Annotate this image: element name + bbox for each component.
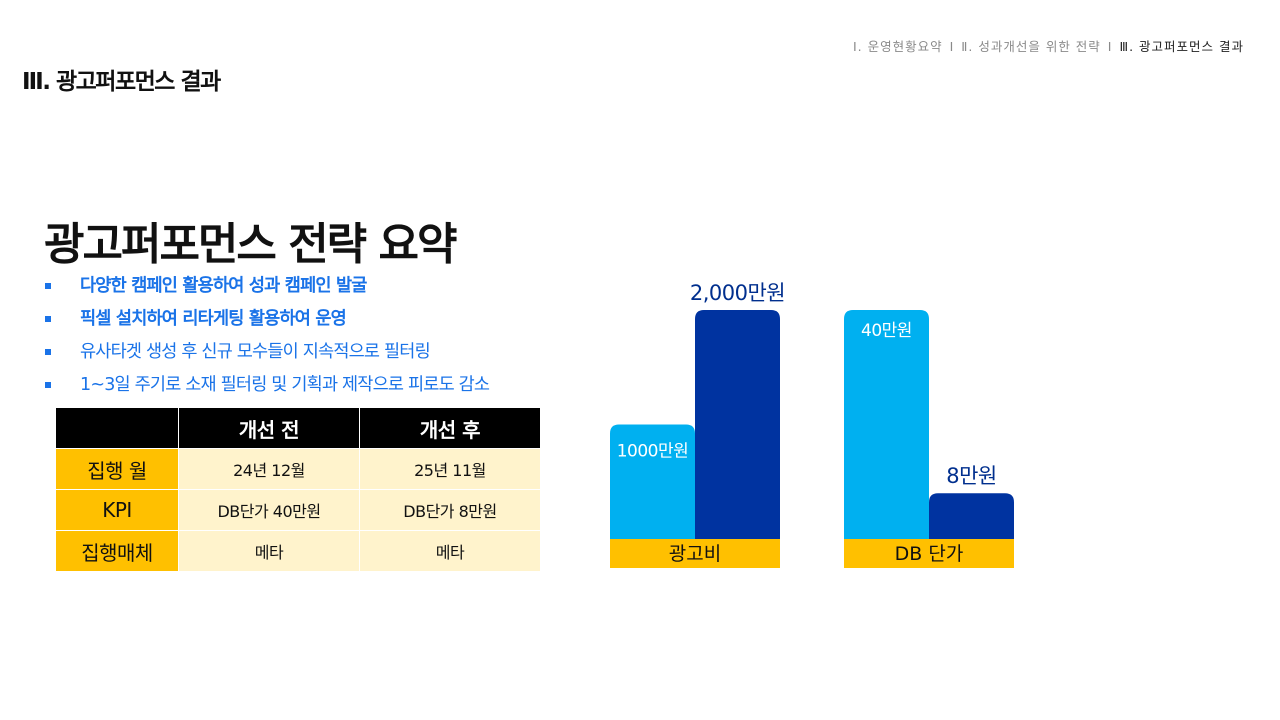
bullet-text: 픽셀 설치하여 리타게팅 활용하여 운영 [80, 309, 347, 329]
cell-after: 메타 [359, 530, 541, 572]
bullet-text: 다양한 캠페인 활용하여 성과 캠페인 발굴 [80, 276, 367, 296]
kpi-comparison-table: 개선 전 개선 후 집행 월 24년 12월 25년 11월 KPI DB단가 … [55, 407, 541, 572]
bar-DB-단가-개선-전 [844, 310, 929, 539]
cell-before: 메타 [178, 530, 360, 572]
table-header-empty [55, 407, 179, 449]
table-header-before: 개선 전 [178, 407, 360, 449]
strategy-bullet-list: 다양한 캠페인 활용하여 성과 캠페인 발굴 픽셀 설치하여 리타게팅 활용하여… [44, 273, 490, 405]
cell-after: 25년 11월 [359, 448, 541, 490]
bullet-square-icon [45, 283, 51, 289]
bar-광고비-개선-전 [610, 424, 695, 539]
data-label-DB-단가-개선-후: 8만원 [946, 464, 997, 488]
section-title: Ⅲ. 광고퍼포먼스 결과 [22, 69, 221, 95]
category-label-DB-단가: DB 단가 [895, 543, 964, 565]
breadcrumb-nav: Ⅰ. 운영현황요약 I Ⅱ. 성과개선을 위한 전략 I Ⅲ. 광고퍼포먼스 결… [853, 36, 1244, 55]
bullet-square-icon [45, 382, 51, 388]
nav-item-results[interactable]: Ⅲ. 광고퍼포먼스 결과 [1119, 39, 1244, 54]
cell-after: DB단가 8만원 [359, 489, 541, 531]
category-band-DB-단가 [844, 539, 1014, 568]
nav-separator: I [1107, 39, 1113, 54]
cell-before: 24년 12월 [178, 448, 360, 490]
row-label: 집행 월 [55, 448, 179, 490]
table-row: 집행 월 24년 12월 25년 11월 [55, 448, 541, 490]
row-label: KPI [55, 489, 179, 531]
bullet-item: 1~3일 주기로 소재 필터링 및 기획과 제작으로 피로도 감소 [44, 372, 490, 405]
nav-item-strategy[interactable]: Ⅱ. 성과개선을 위한 전략 [961, 39, 1101, 54]
bar-광고비-개선-후 [695, 310, 780, 539]
data-label-광고비-개선-후: 2,000만원 [690, 281, 785, 305]
table-header-row: 개선 전 개선 후 [55, 407, 541, 449]
nav-item-overview[interactable]: Ⅰ. 운영현황요약 [852, 39, 943, 54]
page-title: 광고퍼포먼스 전략 요약 [44, 219, 457, 270]
category-label-광고비: 광고비 [669, 543, 721, 565]
bullet-text: 유사타겟 생성 후 신규 모수들이 지속적으로 필터링 [80, 342, 431, 362]
data-label-DB-단가-개선-전: 40만원 [861, 321, 912, 341]
row-label: 집행매체 [55, 530, 179, 572]
table-row: KPI DB단가 40만원 DB단가 8만원 [55, 489, 541, 531]
bullet-item: 유사타겟 생성 후 신규 모수들이 지속적으로 필터링 [44, 339, 489, 372]
bar-DB-단가-개선-후 [929, 493, 1014, 539]
table-header-after: 개선 후 [359, 407, 541, 449]
bullet-item: 픽셀 설치하여 리타게팅 활용하여 운영 [44, 306, 489, 339]
bullet-item: 다양한 캠페인 활용하여 성과 캠페인 발굴 [44, 273, 489, 306]
bullet-square-icon [45, 316, 51, 322]
nav-separator: I [949, 39, 955, 54]
bullet-text: 1~3일 주기로 소재 필터링 및 기획과 제작으로 피로도 감소 [80, 375, 490, 395]
bullet-square-icon [45, 349, 51, 355]
data-label-광고비-개선-전: 1000만원 [617, 442, 689, 462]
cell-before: DB단가 40만원 [178, 489, 360, 531]
table-row: 집행매체 메타 메타 [55, 530, 541, 572]
chart-group-1: 40만원 8만원 DB 단가 [844, 310, 1014, 568]
category-band-광고비 [610, 539, 780, 568]
